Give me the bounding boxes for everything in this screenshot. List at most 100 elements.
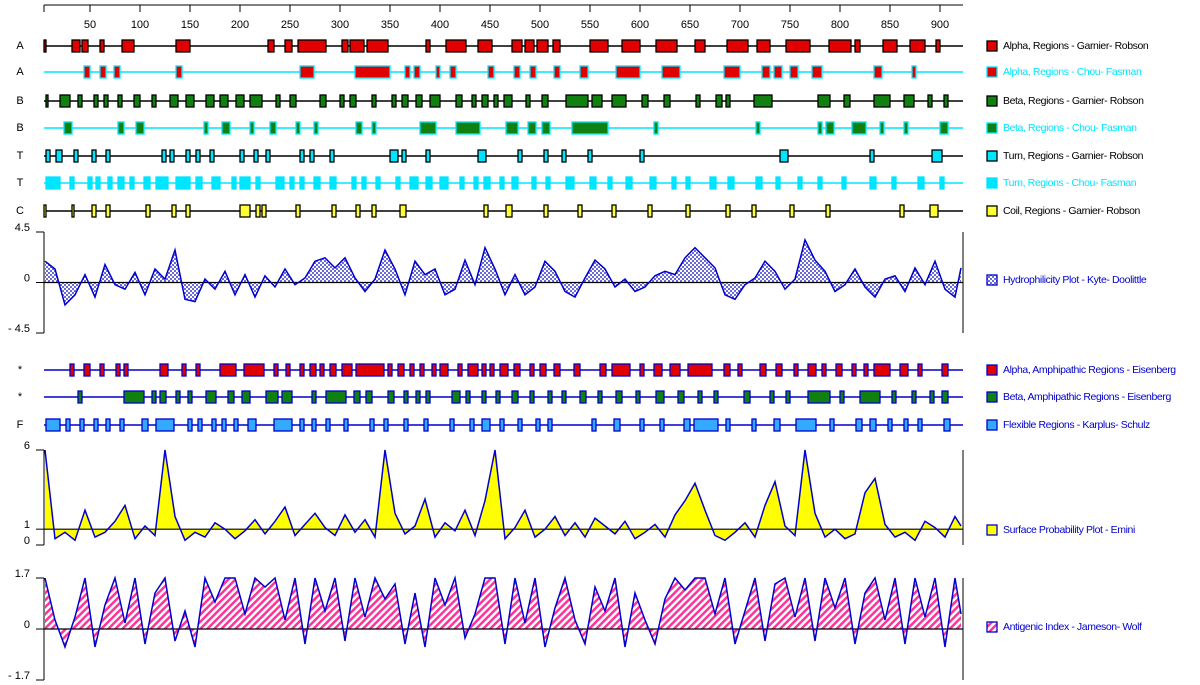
area-line: [44, 449, 962, 542]
region: [811, 65, 823, 79]
region: [591, 418, 597, 432]
region: [289, 176, 295, 190]
region: [175, 390, 181, 404]
legend-swatch: [986, 95, 998, 107]
region: [265, 149, 271, 163]
region: [481, 390, 487, 404]
region: [917, 363, 923, 377]
region: [117, 176, 125, 190]
region: [55, 149, 63, 163]
region: [87, 176, 93, 190]
y-tick-label: 1: [24, 519, 30, 531]
region: [821, 363, 827, 377]
legend-label: Turn, Regions - Chou- Fasman: [1003, 177, 1137, 189]
x-tick-label: 700: [731, 19, 749, 31]
region: [694, 39, 706, 53]
region: [329, 149, 335, 163]
x-tick-label: 300: [331, 19, 349, 31]
region: [409, 176, 419, 190]
legend-label: Antigenic Index - Jameson- Wolf: [1003, 621, 1142, 633]
region: [249, 94, 263, 108]
legend-swatch: [986, 205, 998, 217]
row-label: B: [16, 122, 23, 134]
region: [249, 121, 255, 135]
region: [677, 390, 685, 404]
region: [299, 176, 305, 190]
row-label: T: [17, 150, 24, 162]
region: [439, 176, 449, 190]
region: [561, 390, 567, 404]
x-tick-label: 450: [481, 19, 499, 31]
region: [107, 176, 113, 190]
region: [77, 94, 83, 108]
region: [887, 418, 893, 432]
region: [435, 65, 441, 79]
region: [175, 39, 191, 53]
region: [349, 94, 357, 108]
region: [195, 176, 203, 190]
region: [597, 390, 603, 404]
region: [331, 204, 337, 218]
region: [693, 418, 719, 432]
x-tick-label: 900: [931, 19, 949, 31]
region: [445, 39, 467, 53]
region: [375, 176, 381, 190]
x-tick-label: 200: [231, 19, 249, 31]
region: [495, 390, 501, 404]
region: [775, 363, 783, 377]
region: [203, 121, 209, 135]
region: [649, 176, 657, 190]
region: [387, 390, 395, 404]
region: [669, 363, 681, 377]
region: [366, 39, 389, 53]
region: [449, 65, 457, 79]
region: [71, 39, 81, 53]
region: [607, 176, 613, 190]
region: [639, 149, 645, 163]
region: [535, 418, 541, 432]
region: [123, 390, 145, 404]
region: [513, 363, 521, 377]
region: [513, 65, 521, 79]
region: [99, 39, 105, 53]
y-tick-label: - 1.7: [8, 670, 30, 682]
region: [579, 65, 589, 79]
region: [143, 176, 151, 190]
region: [483, 176, 491, 190]
region: [169, 94, 179, 108]
y-tick-label: 1.7: [15, 568, 30, 580]
legend-label: Alpha, Amphipathic Regions - Eisenberg: [1003, 364, 1176, 376]
region: [465, 390, 471, 404]
region: [289, 94, 297, 108]
region: [299, 418, 305, 432]
region: [541, 121, 551, 135]
x-tick-label: 250: [281, 19, 299, 31]
region: [663, 94, 671, 108]
legend-label: Beta, Amphipathic Regions - Eisenberg: [1003, 391, 1171, 403]
region: [211, 176, 221, 190]
region: [413, 65, 421, 79]
region: [365, 390, 373, 404]
region: [99, 65, 107, 79]
region: [105, 418, 111, 432]
region: [161, 149, 167, 163]
region: [723, 65, 741, 79]
region: [349, 39, 365, 53]
region: [565, 176, 575, 190]
region: [487, 65, 495, 79]
region: [641, 94, 649, 108]
region: [425, 390, 431, 404]
region: [756, 39, 771, 53]
region: [275, 176, 285, 190]
x-tick-label: 600: [631, 19, 649, 31]
area-fill: [45, 239, 961, 305]
region: [415, 94, 423, 108]
region: [59, 94, 71, 108]
region: [45, 94, 49, 108]
region: [931, 149, 943, 163]
region: [891, 390, 897, 404]
legend-label: Turn, Regions - Garnier- Robson: [1003, 150, 1144, 162]
region: [93, 418, 99, 432]
region: [685, 204, 691, 218]
region: [869, 418, 877, 432]
